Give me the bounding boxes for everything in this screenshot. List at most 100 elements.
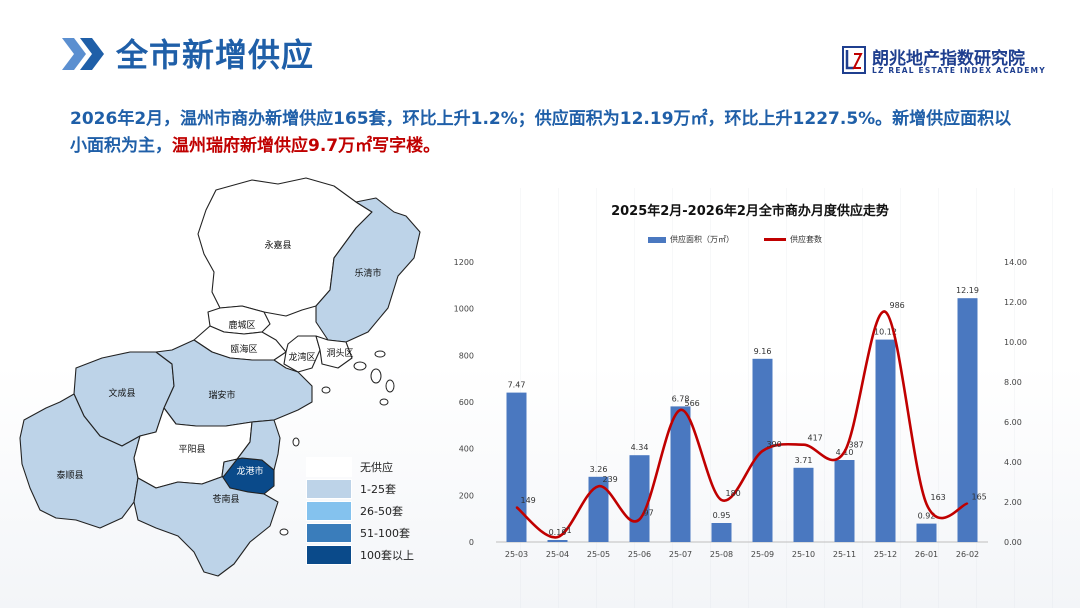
region-yongjia bbox=[197, 177, 373, 317]
line-point bbox=[802, 443, 805, 446]
legend-count-label: 供应套数 bbox=[790, 235, 822, 244]
legend-swatch bbox=[306, 501, 352, 521]
region-dongtou bbox=[315, 335, 353, 369]
double-chevron-icon bbox=[62, 38, 104, 70]
bar-data-label: 3.71 bbox=[795, 456, 813, 465]
island-3 bbox=[385, 379, 395, 393]
line-data-label: 97 bbox=[644, 508, 654, 517]
map-legend: 无供应 1-25套 26-50套 51-100套 100套以上 bbox=[306, 456, 414, 566]
region-cangnan bbox=[133, 419, 281, 577]
bar-data-label: 7.47 bbox=[508, 381, 526, 390]
logo-english: LZ REAL ESTATE INDEX ACADEMY bbox=[872, 66, 1046, 75]
line-data-label: 165 bbox=[972, 493, 987, 502]
chart-plot: 0 200 400 600 800 1000 1200 0.00 2.00 4.00 6.00 8.0… bbox=[454, 258, 1027, 559]
island-6 bbox=[321, 386, 331, 394]
line-point bbox=[515, 506, 518, 509]
legend-label: 1-25套 bbox=[360, 483, 396, 496]
island-1 bbox=[353, 361, 367, 371]
chart-title: 2025年2月-2026年2月全市商办月度供应走势 bbox=[611, 204, 889, 219]
label-ouhai: 瓯海区 bbox=[230, 343, 257, 355]
label-yueqing: 乐清市 bbox=[354, 267, 381, 279]
y-left-tick-label: 200 bbox=[459, 491, 474, 500]
bar-data-label: 10.12 bbox=[874, 328, 897, 337]
line-data-label: 417 bbox=[808, 434, 823, 443]
line-point bbox=[597, 485, 600, 488]
summary-highlight: 温州瑞府新增供应9.7万㎡写字楼。 bbox=[172, 136, 441, 156]
y-right-tick-label: 8.00 bbox=[1004, 378, 1022, 387]
legend-swatch bbox=[306, 523, 352, 543]
legend-row-100-plus: 100套以上 bbox=[306, 544, 414, 566]
legend-line-swatch bbox=[764, 238, 786, 241]
x-tick-label: 25-08 bbox=[710, 550, 733, 559]
bar bbox=[711, 523, 732, 542]
region-yueqing bbox=[315, 197, 421, 343]
label-longgang: 龙港市 bbox=[236, 465, 263, 477]
legend-row-26-50: 26-50套 bbox=[306, 500, 414, 522]
bar bbox=[834, 460, 855, 542]
y-left-tick-label: 600 bbox=[459, 398, 474, 407]
x-tick-label: 25-12 bbox=[874, 550, 897, 559]
bar bbox=[916, 523, 937, 542]
bar bbox=[793, 467, 814, 542]
bar bbox=[547, 540, 568, 542]
line-data-label: 149 bbox=[521, 496, 536, 505]
legend-row-1-25: 1-25套 bbox=[306, 478, 414, 500]
legend-item-count: 供应套数 bbox=[764, 234, 822, 245]
map-svg: 永嘉县 乐清市 鹿城区 瓯海区 洞头区 龙湾区 文成县 瑞安市 平阳县 龙港市 … bbox=[19, 177, 421, 577]
island-5 bbox=[374, 350, 386, 358]
page-title: 全市新增供应 bbox=[116, 36, 315, 74]
legend-row-none: 无供应 bbox=[306, 456, 414, 478]
wenzhou-map: 永嘉县 乐清市 鹿城区 瓯海区 洞头区 龙湾区 文成县 瑞安市 平阳县 龙港市 … bbox=[16, 172, 436, 582]
x-tick-label: 25-04 bbox=[546, 550, 569, 559]
y-left-tick-label: 0 bbox=[469, 538, 474, 547]
label-longwan: 龙湾区 bbox=[288, 351, 315, 363]
x-tick-label: 26-02 bbox=[956, 550, 979, 559]
legend-swatch bbox=[306, 457, 352, 477]
line-data-label: 986 bbox=[890, 301, 905, 310]
label-dongtou: 洞头区 bbox=[326, 348, 353, 359]
y-right-tick-label: 10.00 bbox=[1004, 338, 1027, 347]
bar-data-label: 0.92 bbox=[918, 512, 936, 521]
bar-data-label: 12.19 bbox=[956, 286, 979, 295]
line-point bbox=[925, 503, 928, 505]
legend-label: 51-100套 bbox=[360, 527, 410, 540]
line-point bbox=[679, 409, 682, 411]
y-right-tick-label: 14.00 bbox=[1004, 258, 1027, 267]
y-right-tick-label: 6.00 bbox=[1004, 418, 1022, 427]
island-7 bbox=[292, 437, 300, 447]
island-2 bbox=[370, 368, 382, 384]
legend-area-label: 供应面积（万㎡） bbox=[670, 235, 734, 244]
series-line-count bbox=[515, 310, 968, 539]
bar-data-label: 4.34 bbox=[631, 443, 649, 452]
legend-bar-swatch bbox=[648, 236, 666, 243]
bar bbox=[629, 455, 650, 542]
y-right-tick-label: 4.00 bbox=[1004, 458, 1022, 467]
x-tick-label: 25-05 bbox=[587, 550, 610, 559]
line-point bbox=[843, 450, 846, 453]
label-wencheng: 文成县 bbox=[108, 387, 135, 399]
bar-data-label: 0.95 bbox=[713, 511, 731, 520]
legend-item-area: 供应面积（万㎡） bbox=[648, 234, 734, 245]
legend-label: 无供应 bbox=[360, 461, 393, 474]
line-point bbox=[638, 518, 641, 521]
x-tick-label: 26-01 bbox=[915, 550, 938, 559]
supply-chart: 2025年2月-2026年2月全市商办月度供应走势 供应面积（万㎡） 供应套数 … bbox=[440, 190, 1060, 590]
y-right-tick-label: 2.00 bbox=[1004, 498, 1022, 507]
legend-label: 100套以上 bbox=[360, 549, 414, 562]
line-data-label: 180 bbox=[726, 489, 741, 498]
label-yongjia: 永嘉县 bbox=[264, 239, 291, 251]
bar bbox=[588, 476, 609, 542]
x-tick-label: 25-07 bbox=[669, 550, 692, 559]
x-tick-label: 25-11 bbox=[833, 550, 856, 559]
island-8 bbox=[279, 528, 289, 536]
legend-label: 26-50套 bbox=[360, 505, 403, 518]
chart-legend: 供应面积（万㎡） 供应套数 bbox=[648, 234, 822, 245]
logo: 朗兆地产指数研究院 LZ REAL ESTATE INDEX ACADEMY bbox=[842, 44, 1045, 78]
bar-data-label: 6.78 bbox=[672, 394, 690, 403]
line-data-label: 390 bbox=[767, 440, 782, 449]
y-left-tick-label: 400 bbox=[459, 445, 474, 454]
y-left-tick-label: 1200 bbox=[454, 258, 474, 267]
label-ruian: 瑞安市 bbox=[208, 389, 235, 401]
legend-row-51-100: 51-100套 bbox=[306, 522, 414, 544]
label-pingyang: 平阳县 bbox=[178, 444, 205, 455]
